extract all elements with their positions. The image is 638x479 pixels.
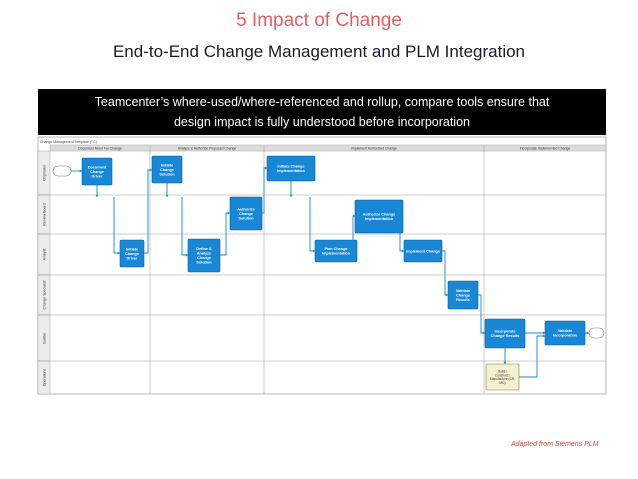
phase-label-2: Implement Authorized Change <box>351 147 397 151</box>
task-label-t1: Document Change Driver <box>88 165 107 178</box>
connector-arrow-9 <box>312 249 315 253</box>
task-t10 <box>447 280 479 310</box>
task-t1 <box>81 157 113 186</box>
lane-label-3: Change Specialist <box>42 281 46 310</box>
connector-arrow-11 <box>401 249 404 253</box>
task-t5 <box>229 196 263 231</box>
connector-arrow-6 <box>227 211 230 215</box>
task-t12 <box>544 320 586 346</box>
lane-label-2: Analyst <box>42 249 46 261</box>
connector-arrow-12 <box>445 293 448 297</box>
task-label-t12: Validate Incorporation <box>553 329 578 338</box>
task-t2 <box>119 239 145 268</box>
task-t7 <box>314 239 358 263</box>
lane-label-5: Operations <box>42 369 46 387</box>
task-label-t7: Plan Change Implementation <box>322 247 351 256</box>
phase-header-bar <box>49 144 607 152</box>
connector-arrow-5 <box>185 253 188 257</box>
lane-label-4: Builder <box>42 332 46 344</box>
task-t4 <box>187 238 221 273</box>
lane-label-0: Originator <box>42 164 46 181</box>
connector-arrow-0 <box>79 169 82 173</box>
connector-arrow-8 <box>289 194 293 197</box>
task-label-t10: Validate Change Results <box>456 289 470 302</box>
task-t11 <box>484 318 526 349</box>
connector-16 <box>519 335 545 378</box>
task-label-t4: Define & Analyze Change Solution <box>196 247 212 264</box>
connector-arrow-2 <box>117 251 120 255</box>
slide-subtitle: End-to-End Change Management and PLM Int… <box>112 42 526 61</box>
phase-label-3: Incorporate Implemented Change <box>520 147 571 151</box>
phase-label-1: Analyze & Authorize Proposed Change <box>178 147 237 151</box>
task-t9 <box>403 239 443 263</box>
task-label-t2: Initiate Change Driver <box>125 247 139 260</box>
connector-arrow-13 <box>482 331 485 335</box>
task-label-t9: Implement Change <box>406 249 440 253</box>
diagram-header-label: Change Management Template (TC) <box>40 140 97 144</box>
source-credit: Adapted from Siemens PLM <box>511 441 599 448</box>
connector-arrow-15 <box>503 361 507 364</box>
connector-arrow-1 <box>95 194 99 197</box>
connector-arrow-3 <box>149 168 152 172</box>
connector-arrow-17 <box>586 331 589 335</box>
lane-label-1: Review Board <box>42 203 46 225</box>
task-t8 <box>354 199 404 234</box>
phase-label-0: Document Need For Change <box>78 147 121 151</box>
task-label-t8: Authorize Change Implementation <box>363 213 396 222</box>
end-event <box>588 327 605 339</box>
slide-title: 5 Impact of Change <box>236 10 402 31</box>
connector-arrow-7 <box>264 166 267 170</box>
task-label-t3: Initiate Change Solution <box>159 163 175 176</box>
connector-arrow-16 <box>542 334 545 338</box>
task-t3 <box>151 155 183 184</box>
task-label-t5: Authorize Change Solution <box>237 207 255 220</box>
connector-arrow-10 <box>352 214 355 218</box>
task-t6 <box>266 155 316 182</box>
connector-arrow-4 <box>165 194 169 197</box>
banner: Teamcenter’s where-used/where-referenced… <box>38 89 606 135</box>
banner-line-2: design impact is fully understood before… <box>173 115 470 129</box>
task-t13 <box>485 363 520 391</box>
banner-line-1: Teamcenter’s where-used/where-referenced… <box>94 95 550 109</box>
start-event <box>52 165 72 177</box>
task-label-t11: Incorporate Change Results <box>491 330 520 339</box>
task-label-t6: Initiate Change Implementation <box>277 165 306 174</box>
task-label-t13: Build / Construct / Manufacture (CR, MO) <box>490 370 515 385</box>
connector-arrow-14 <box>542 331 545 335</box>
